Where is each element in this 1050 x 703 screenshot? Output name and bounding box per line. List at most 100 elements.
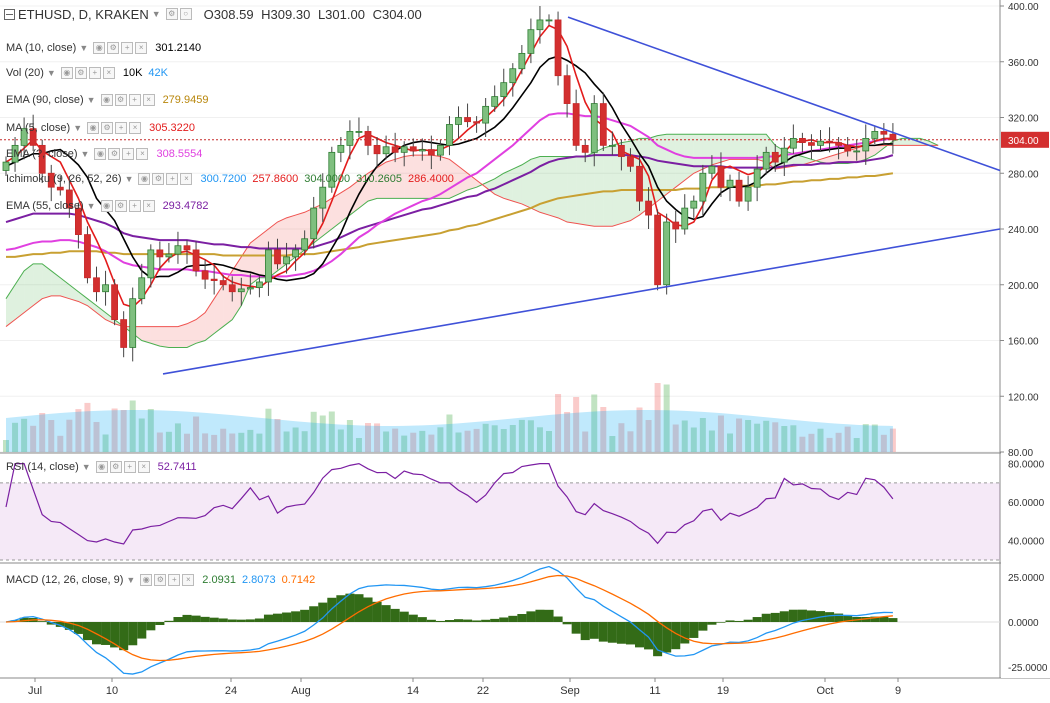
volume-bar (84, 402, 91, 452)
cloud-segment (440, 156, 450, 199)
macd-histogram-bar (761, 613, 771, 622)
settings-icon[interactable]: ⚙ (152, 173, 165, 185)
eye-icon[interactable]: ◉ (95, 461, 108, 473)
close-icon[interactable]: × (137, 461, 150, 473)
plus-icon[interactable]: + (121, 42, 134, 54)
volume-bar (853, 438, 860, 452)
macd-histogram-bar (408, 614, 418, 622)
volume-bar (392, 428, 399, 452)
eye-icon[interactable]: ◉ (140, 574, 153, 586)
eye-icon[interactable]: ◉ (100, 94, 113, 106)
volume-bar (102, 434, 109, 452)
chevron-down-icon[interactable]: ▼ (124, 174, 134, 184)
chevron-down-icon[interactable]: ▼ (86, 201, 96, 211)
macd-histogram-bar (110, 622, 120, 648)
macd-signal-line (5, 574, 893, 662)
cloud-segment (539, 156, 549, 216)
cloud-segment (693, 134, 703, 174)
macd-signal-value: 0.7142 (281, 574, 316, 586)
legend-label: EMA (90, close) (6, 94, 84, 106)
chevron-down-icon[interactable]: ▼ (151, 9, 161, 19)
macd-histogram-bar (562, 622, 572, 625)
plus-icon[interactable]: + (128, 200, 141, 212)
chevron-down-icon[interactable]: ▼ (73, 123, 83, 133)
grid (0, 0, 1050, 679)
volume-bar (555, 394, 562, 452)
high-value: H309.30 (261, 6, 311, 22)
volume-bar (880, 434, 887, 452)
close-icon[interactable]: × (129, 122, 142, 134)
settings-icon[interactable]: ⚙ (109, 461, 122, 473)
volume-bar (681, 420, 688, 452)
candle-body (482, 105, 490, 124)
settings-icon[interactable]: ⚙ (154, 574, 167, 586)
eye-icon[interactable]: ◉ (100, 200, 113, 212)
plus-icon[interactable]: + (88, 67, 101, 79)
cloud-segment (232, 256, 242, 320)
settings-icon[interactable]: ⚙ (108, 148, 121, 160)
legend-ema90: EMA (90, close) ▼ ◉ ⚙ + × 279.9459 (4, 92, 208, 108)
macd-histogram-bar (644, 622, 654, 650)
macd-histogram-bar (73, 622, 83, 634)
settings-icon[interactable]: ⚙ (114, 94, 127, 106)
plus-icon[interactable]: + (123, 461, 136, 473)
plus-icon[interactable]: + (115, 122, 128, 134)
time-tick-label: 10 (106, 685, 118, 697)
chevron-down-icon[interactable]: ▼ (80, 149, 90, 159)
close-icon[interactable]: × (142, 200, 155, 212)
cloud-segment (377, 162, 387, 199)
plus-icon[interactable]: + (168, 574, 181, 586)
candle-body (473, 121, 481, 124)
candle-body (246, 287, 254, 290)
macd-histogram-bar (716, 622, 726, 623)
candle-body (762, 151, 770, 170)
lock-icon[interactable]: ○ (179, 8, 192, 20)
macd-histogram-bar (309, 606, 319, 622)
eye-icon[interactable]: ◉ (93, 42, 106, 54)
eye-icon[interactable]: ◉ (60, 67, 73, 79)
cloud-segment (214, 284, 224, 334)
chevron-down-icon[interactable]: ▼ (79, 43, 89, 53)
candle-body (563, 75, 571, 104)
close-icon[interactable]: × (180, 173, 193, 185)
close-icon[interactable]: × (102, 67, 115, 79)
candle-body (75, 207, 82, 235)
close-icon[interactable]: × (136, 148, 149, 160)
eye-icon[interactable]: ◉ (138, 173, 151, 185)
settings-icon[interactable]: ⚙ (165, 8, 178, 20)
settings-icon[interactable]: ⚙ (101, 122, 114, 134)
volume-ma-area (6, 410, 893, 452)
chevron-down-icon[interactable]: ▼ (86, 95, 96, 105)
candle-body (744, 186, 752, 202)
chevron-down-icon[interactable]: ▼ (81, 462, 91, 472)
legend-value: 305.3220 (149, 122, 195, 134)
plus-icon[interactable]: + (122, 148, 135, 160)
close-icon[interactable]: × (135, 42, 148, 54)
volume-bar (220, 428, 227, 452)
plus-icon[interactable]: + (128, 94, 141, 106)
candle-body (255, 281, 263, 288)
settings-icon[interactable]: ⚙ (114, 200, 127, 212)
cloud-segment (69, 284, 79, 302)
chevron-down-icon[interactable]: ▼ (126, 575, 136, 585)
collapse-icon[interactable] (4, 8, 15, 20)
cloud-segment (404, 155, 414, 199)
candle-body (835, 142, 842, 146)
macd-histogram-bar (236, 619, 246, 622)
eye-icon[interactable]: ◉ (94, 148, 107, 160)
plus-icon[interactable]: + (166, 173, 179, 185)
symbol-title: ETHUSD, D, KRAKEN (18, 6, 149, 22)
close-icon[interactable]: × (182, 574, 195, 586)
eye-icon[interactable]: ◉ (87, 122, 100, 134)
time-tick-label: 11 (649, 685, 660, 697)
macd-histogram-bar (589, 622, 599, 639)
close-icon[interactable]: × (142, 94, 155, 106)
settings-icon[interactable]: ⚙ (107, 42, 120, 54)
chevron-down-icon[interactable]: ▼ (46, 68, 56, 78)
legend-value: 279.9459 (162, 94, 209, 106)
settings-icon[interactable]: ⚙ (74, 67, 87, 79)
macd-histogram-bar (553, 616, 563, 622)
volume-bar (374, 423, 381, 452)
volume-bar (229, 433, 236, 452)
